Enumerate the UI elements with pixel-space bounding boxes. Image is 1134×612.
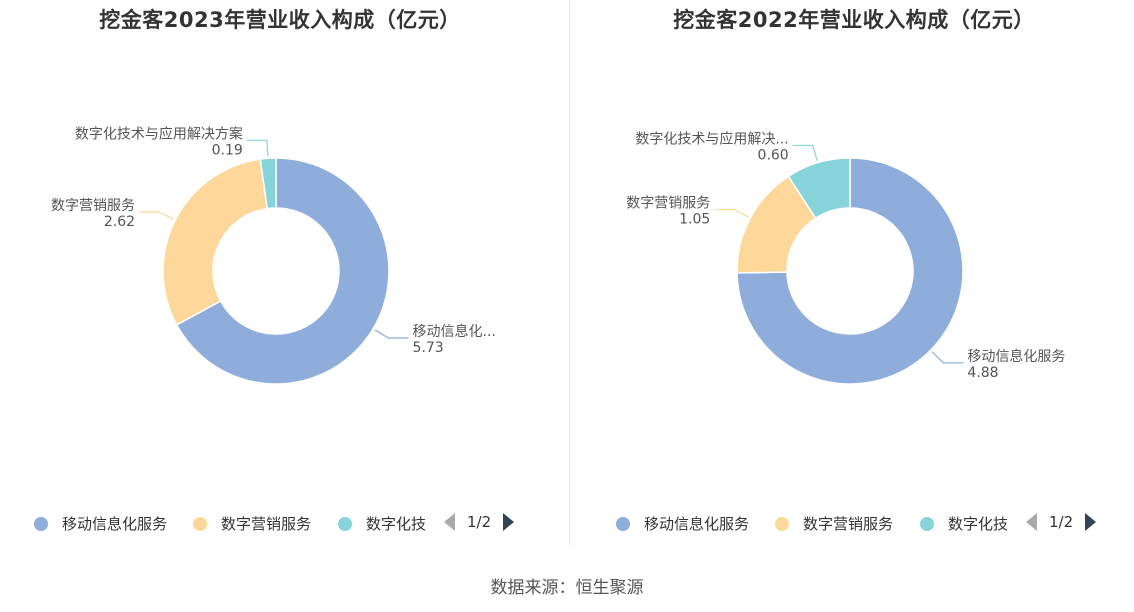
legend-label: 数字营销服务	[221, 515, 312, 533]
prev-page-icon[interactable]	[1026, 513, 1037, 531]
pie-slice-1[interactable]	[736, 157, 964, 385]
pie-slice-2[interactable]	[162, 158, 269, 326]
legend-label: 数字化技	[948, 515, 1009, 533]
legend: 移动信息化服务 数字营销服务 数字化技 1/2	[0, 513, 560, 537]
legend-item-digital-tech[interactable]: 数字化技	[338, 513, 426, 534]
legend-dot-icon	[920, 516, 934, 531]
leader-line	[246, 139, 269, 157]
legend-label: 移动信息化服务	[62, 515, 168, 533]
legend-pager: 1/2	[444, 513, 515, 531]
legend-dot-icon	[193, 516, 207, 531]
slice-value-label: 0.19	[212, 142, 243, 158]
slice-value-label: 4.88	[967, 365, 998, 381]
data-source: 数据来源：恒生聚源	[490, 578, 644, 598]
slice-value-label: 5.73	[413, 340, 444, 356]
legend-dot-icon	[775, 516, 789, 531]
slice-label: 数字营销服务	[626, 196, 710, 212]
leader-line	[714, 208, 749, 218]
slice-value-label: 1.05	[679, 212, 710, 228]
leader-line	[139, 211, 174, 220]
legend-pager: 1/2	[1026, 513, 1097, 531]
pager-text: 1/2	[467, 513, 492, 531]
chart-title: 挖金客2023年营业收入构成（亿元）	[99, 8, 461, 32]
next-page-icon[interactable]	[1085, 513, 1097, 531]
pie-slice-1[interactable]	[175, 157, 390, 385]
slice-value-label: 2.62	[104, 214, 135, 230]
legend-item-marketing[interactable]: 数字营销服务	[775, 513, 893, 534]
legend-dot-icon	[34, 516, 48, 531]
legend-item-mobile[interactable]: 移动信息化服务	[34, 513, 167, 534]
legend-label: 移动信息化服务	[644, 515, 750, 533]
prev-page-icon[interactable]	[444, 513, 455, 531]
chart-title: 挖金客2022年营业收入构成（亿元）	[673, 8, 1035, 32]
legend-dot-icon	[338, 516, 352, 531]
legend-label: 数字化技	[366, 515, 427, 533]
legend-item-marketing[interactable]: 数字营销服务	[193, 513, 311, 534]
legend-dot-icon	[616, 516, 630, 531]
slice-label: 数字化技术与应用解决...	[635, 130, 788, 147]
slice-label: 移动信息化...	[413, 323, 496, 340]
slice-label: 移动信息化服务	[967, 348, 1065, 365]
legend-item-mobile[interactable]: 移动信息化服务	[616, 513, 749, 534]
leader-line	[374, 329, 409, 339]
legend-label: 数字营销服务	[803, 515, 894, 533]
slice-label: 数字营销服务	[51, 198, 135, 214]
legend-item-digital-tech[interactable]: 数字化技	[920, 513, 1008, 534]
leader-line	[792, 144, 818, 161]
chart-panel-2023: 挖金客2023年营业收入构成（亿元） 移动信息化... 5.73 数字营销服务 2.6…	[0, 0, 560, 545]
pie-slice-3[interactable]	[259, 157, 277, 210]
leader-line	[931, 351, 964, 364]
pager-text: 1/2	[1049, 513, 1074, 531]
slice-label: 数字化技术与应用解决方案	[75, 125, 243, 142]
slice-value-label: 0.60	[758, 147, 789, 163]
panel-divider	[569, 0, 570, 545]
pie-slice-3[interactable]	[787, 157, 851, 220]
chart-panel-2022: 挖金客2022年营业收入构成（亿元） 移动信息化服务 4.88 数字营销服务 1.05…	[574, 0, 1134, 545]
legend: 移动信息化服务 数字营销服务 数字化技 1/2	[574, 513, 1134, 537]
next-page-icon[interactable]	[503, 513, 515, 531]
